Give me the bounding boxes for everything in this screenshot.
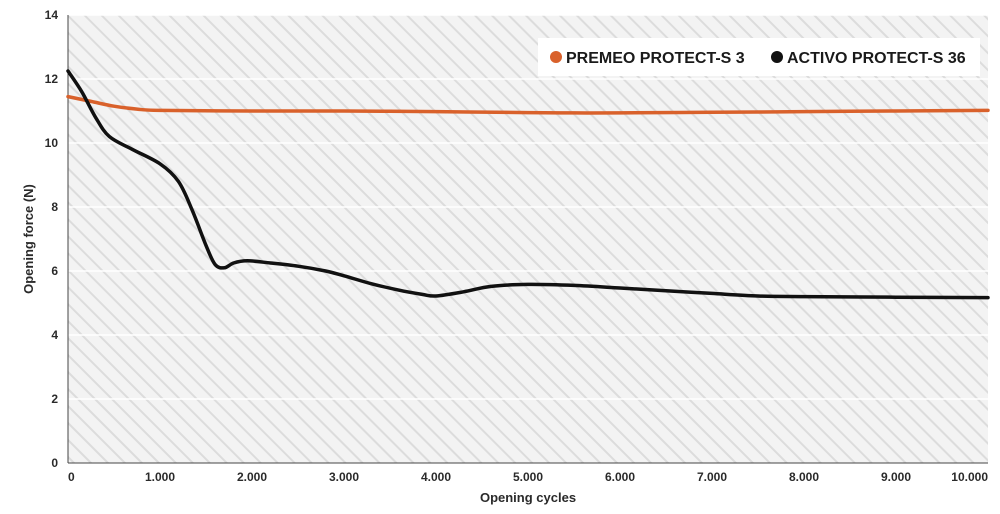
y-axis-title: Opening force (N): [21, 184, 36, 294]
y-tick-label: 14: [45, 8, 59, 22]
x-tick-label: 2.000: [237, 470, 267, 484]
x-tick-label: 1.000: [145, 470, 175, 484]
y-tick-label: 0: [51, 456, 58, 470]
legend-marker-premeo: [550, 51, 562, 63]
x-tick-label: 9.000: [881, 470, 911, 484]
x-tick-label: 5.000: [513, 470, 543, 484]
y-tick-label: 8: [51, 200, 58, 214]
y-tick-label: 2: [51, 392, 58, 406]
series-lines: [66, 69, 990, 300]
axes: [67, 15, 988, 464]
plot-area-background: [68, 15, 988, 463]
y-tick-label: 6: [51, 264, 58, 278]
legend-marker-activo: [771, 51, 783, 63]
x-axis-title: Opening cycles: [480, 490, 576, 505]
legend-box: [538, 38, 980, 76]
x-tick-label: 6.000: [605, 470, 635, 484]
gridlines: [68, 14, 988, 400]
x-tick-label: 8.000: [789, 470, 819, 484]
y-tick-label: 10: [45, 136, 59, 150]
legend-label-premeo: PREMEO PROTECT-S 3: [566, 50, 745, 67]
y-tick-label: 12: [45, 72, 59, 86]
y-tick-labels: 0 2 4 6 8 10 12 14: [45, 8, 59, 470]
series-line-premeo: [66, 94, 990, 115]
y-tick-label: 4: [51, 328, 58, 342]
legend: PREMEO PROTECT-S 3 ACTIVO PROTECT-S 36: [538, 38, 980, 76]
x-tick-label: 0: [68, 470, 75, 484]
legend-label-activo: ACTIVO PROTECT-S 36: [787, 50, 966, 67]
x-tick-label: 7.000: [697, 470, 727, 484]
x-tick-labels: 0 1.000 2.000 3.000 4.000 5.000 6.000 7.000 8.00…: [68, 470, 988, 484]
x-tick-label: 3.000: [329, 470, 359, 484]
x-tick-label: 4.000: [421, 470, 451, 484]
series-line-activo: [66, 69, 990, 300]
x-tick-label: 10.000: [951, 470, 988, 484]
